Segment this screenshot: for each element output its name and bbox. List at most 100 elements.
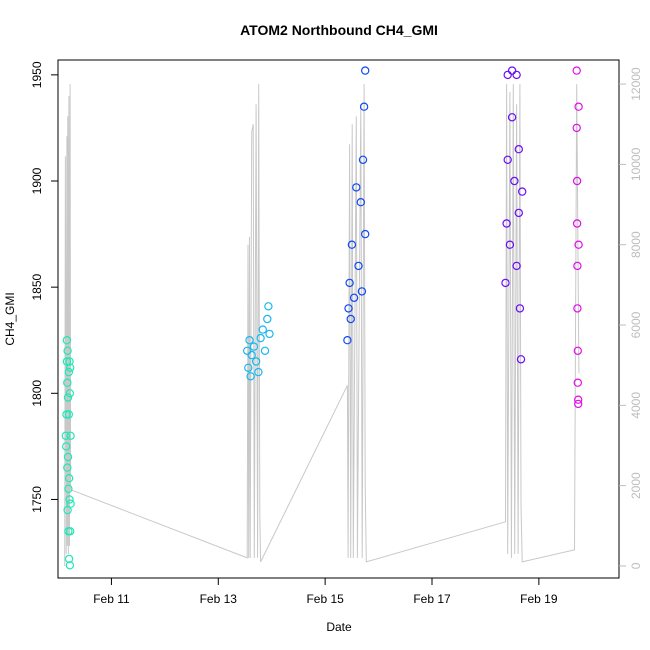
x-tick-label: Feb 13 xyxy=(200,592,238,606)
data-point xyxy=(354,261,363,271)
y-tick-label: 1950 xyxy=(30,61,44,88)
data-point xyxy=(64,554,74,564)
x-tick-label: Feb 19 xyxy=(520,592,558,606)
data-point xyxy=(505,240,515,249)
data-point xyxy=(264,302,273,311)
x-axis: Feb 11 Feb 13 Feb 15 Feb 17 Feb 19 xyxy=(93,578,558,606)
x-axis-label: Date xyxy=(326,620,352,634)
data-point xyxy=(518,187,527,196)
data-point xyxy=(65,363,75,372)
data-point xyxy=(63,346,72,355)
data-point xyxy=(361,66,370,75)
data-point xyxy=(265,329,274,339)
series-4 xyxy=(501,66,527,364)
data-points xyxy=(61,66,583,570)
data-point xyxy=(574,240,583,249)
data-point xyxy=(63,463,72,472)
altitude-track xyxy=(64,84,580,567)
data-point xyxy=(64,410,74,419)
data-point xyxy=(242,346,252,355)
y2-tick-label: 12000 xyxy=(629,67,643,101)
y-axis-label: CH4_GMI xyxy=(3,292,17,345)
data-point xyxy=(572,123,581,133)
data-point xyxy=(507,66,517,75)
data-point xyxy=(572,176,582,186)
data-point xyxy=(65,389,75,398)
data-point xyxy=(507,113,517,122)
data-point xyxy=(345,278,354,288)
data-point xyxy=(66,431,75,440)
series-1 xyxy=(61,336,75,570)
data-point xyxy=(63,452,73,462)
data-point xyxy=(249,342,259,351)
y2-tick-label: 6000 xyxy=(629,311,643,338)
x-tick-label: Feb 15 xyxy=(306,592,344,606)
data-point xyxy=(514,144,524,154)
data-point xyxy=(503,70,512,80)
data-point xyxy=(62,410,71,419)
y-tick-label: 1900 xyxy=(30,167,44,194)
data-point xyxy=(247,350,256,360)
data-point xyxy=(65,357,74,366)
data-point xyxy=(63,393,73,402)
data-point xyxy=(66,499,75,508)
altitude-line xyxy=(64,84,580,567)
y2-tick-label: 8000 xyxy=(629,231,643,258)
y-axis: 1750 1800 1850 1900 1950 xyxy=(30,61,58,513)
data-point xyxy=(244,363,253,372)
data-point xyxy=(260,346,270,355)
data-point xyxy=(256,333,265,343)
data-point xyxy=(514,208,524,218)
y-tick-label: 1850 xyxy=(30,273,44,300)
data-point xyxy=(358,155,368,164)
data-point xyxy=(356,197,365,207)
data-point xyxy=(251,357,261,366)
data-point xyxy=(343,336,352,345)
data-point xyxy=(572,219,582,228)
data-point xyxy=(263,314,272,324)
data-point xyxy=(357,287,367,296)
data-point xyxy=(574,399,583,409)
y2-tick-label: 0 xyxy=(629,562,643,569)
data-point xyxy=(574,395,583,404)
data-point xyxy=(512,261,521,271)
series-5 xyxy=(572,66,583,409)
data-point xyxy=(573,261,582,271)
plot-frame xyxy=(57,59,620,579)
chart-title: ATOM2 Northbound CH4_GMI xyxy=(240,22,438,38)
data-point xyxy=(516,355,526,364)
data-point xyxy=(515,304,525,313)
series-2 xyxy=(242,302,274,381)
data-point xyxy=(359,102,369,111)
data-point xyxy=(61,431,71,440)
data-point xyxy=(65,495,74,504)
data-point xyxy=(573,304,582,313)
x-tick-label: Feb 11 xyxy=(93,592,130,606)
y-tick-label: 1800 xyxy=(30,380,44,407)
data-point xyxy=(62,336,72,345)
data-point xyxy=(573,346,583,355)
data-point xyxy=(61,442,71,451)
y2-tick-label: 10000 xyxy=(629,147,643,181)
series-3 xyxy=(343,66,370,345)
y-tick-label: 1750 xyxy=(30,486,44,513)
data-point xyxy=(512,70,521,80)
data-point xyxy=(63,378,72,387)
y2-tick-label: 2000 xyxy=(629,472,643,499)
data-point xyxy=(62,357,72,366)
data-point xyxy=(349,293,359,302)
data-point xyxy=(246,372,255,381)
data-point xyxy=(64,367,74,377)
data-point xyxy=(65,527,75,536)
data-point xyxy=(574,102,583,111)
data-point xyxy=(64,484,73,493)
data-point xyxy=(64,474,74,483)
data-point xyxy=(503,155,512,164)
data-point xyxy=(258,325,267,334)
data-point xyxy=(65,561,75,570)
data-point xyxy=(573,378,583,387)
data-point xyxy=(346,314,355,324)
data-point xyxy=(347,240,357,249)
data-point xyxy=(245,336,254,345)
data-point xyxy=(572,66,581,75)
